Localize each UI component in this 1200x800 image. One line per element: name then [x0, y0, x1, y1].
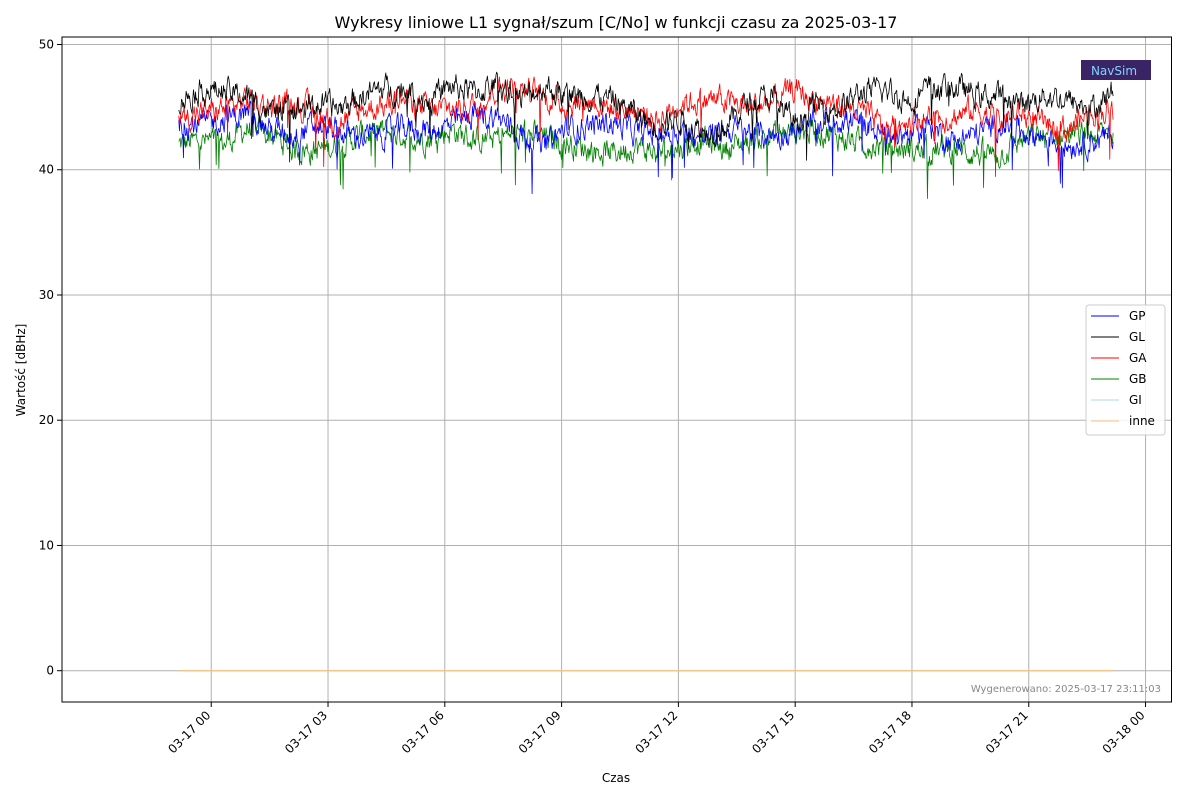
logo-background: [1081, 60, 1151, 80]
footer-generated: Wygenerowano: 2025-03-17 23:11:03: [971, 684, 1161, 695]
y-tick-label: 40: [39, 163, 54, 177]
y-tick-label: 0: [46, 664, 54, 678]
legend-label: GL: [1129, 330, 1145, 344]
x-tick-label: 03-17 15: [749, 708, 797, 756]
legend-label: GA: [1129, 351, 1147, 365]
x-tick-label: 03-17 06: [399, 708, 447, 756]
series-layer: [178, 71, 1114, 672]
x-tick-label: 03-18 00: [1100, 708, 1148, 756]
y-tick-label: 50: [39, 38, 54, 52]
x-tick-label: 03-17 12: [632, 708, 680, 756]
chart-title: Wykresy liniowe L1 sygnał/szum [C/No] w …: [335, 13, 898, 32]
y-tick-label: 30: [39, 288, 54, 302]
legend-label: inne: [1129, 414, 1155, 428]
logo-text: NavSim: [1091, 64, 1137, 78]
grid: [62, 37, 1172, 702]
x-tick-label: 03-17 00: [165, 708, 213, 756]
x-tick-label: 03-17 09: [516, 708, 564, 756]
y-axis-label: Wartość [dBHz]: [14, 324, 28, 417]
legend-label: GI: [1129, 393, 1142, 407]
series-line-gl: [178, 71, 1114, 163]
x-tick-label: 03-17 03: [282, 708, 330, 756]
x-axis-label: Czas: [602, 771, 630, 785]
y-tick-label: 20: [39, 413, 54, 427]
x-tick-label: 03-17 21: [983, 708, 1031, 756]
y-tick-label: 10: [39, 538, 54, 552]
x-tick-label: 03-17 18: [866, 708, 914, 756]
plot-frame: [61, 36, 1172, 703]
x-axis: 03-17 00 03-17 03 03-17 06 03-17 09 03-17 12…: [165, 702, 1148, 756]
legend-label: GP: [1129, 309, 1146, 323]
logo: NavSim: [1081, 60, 1151, 80]
legend-label: GB: [1129, 372, 1147, 386]
legend: GP GL GA GB GI inne: [1085, 304, 1166, 436]
y-axis: 0 10 20 30 40 50: [39, 38, 62, 678]
